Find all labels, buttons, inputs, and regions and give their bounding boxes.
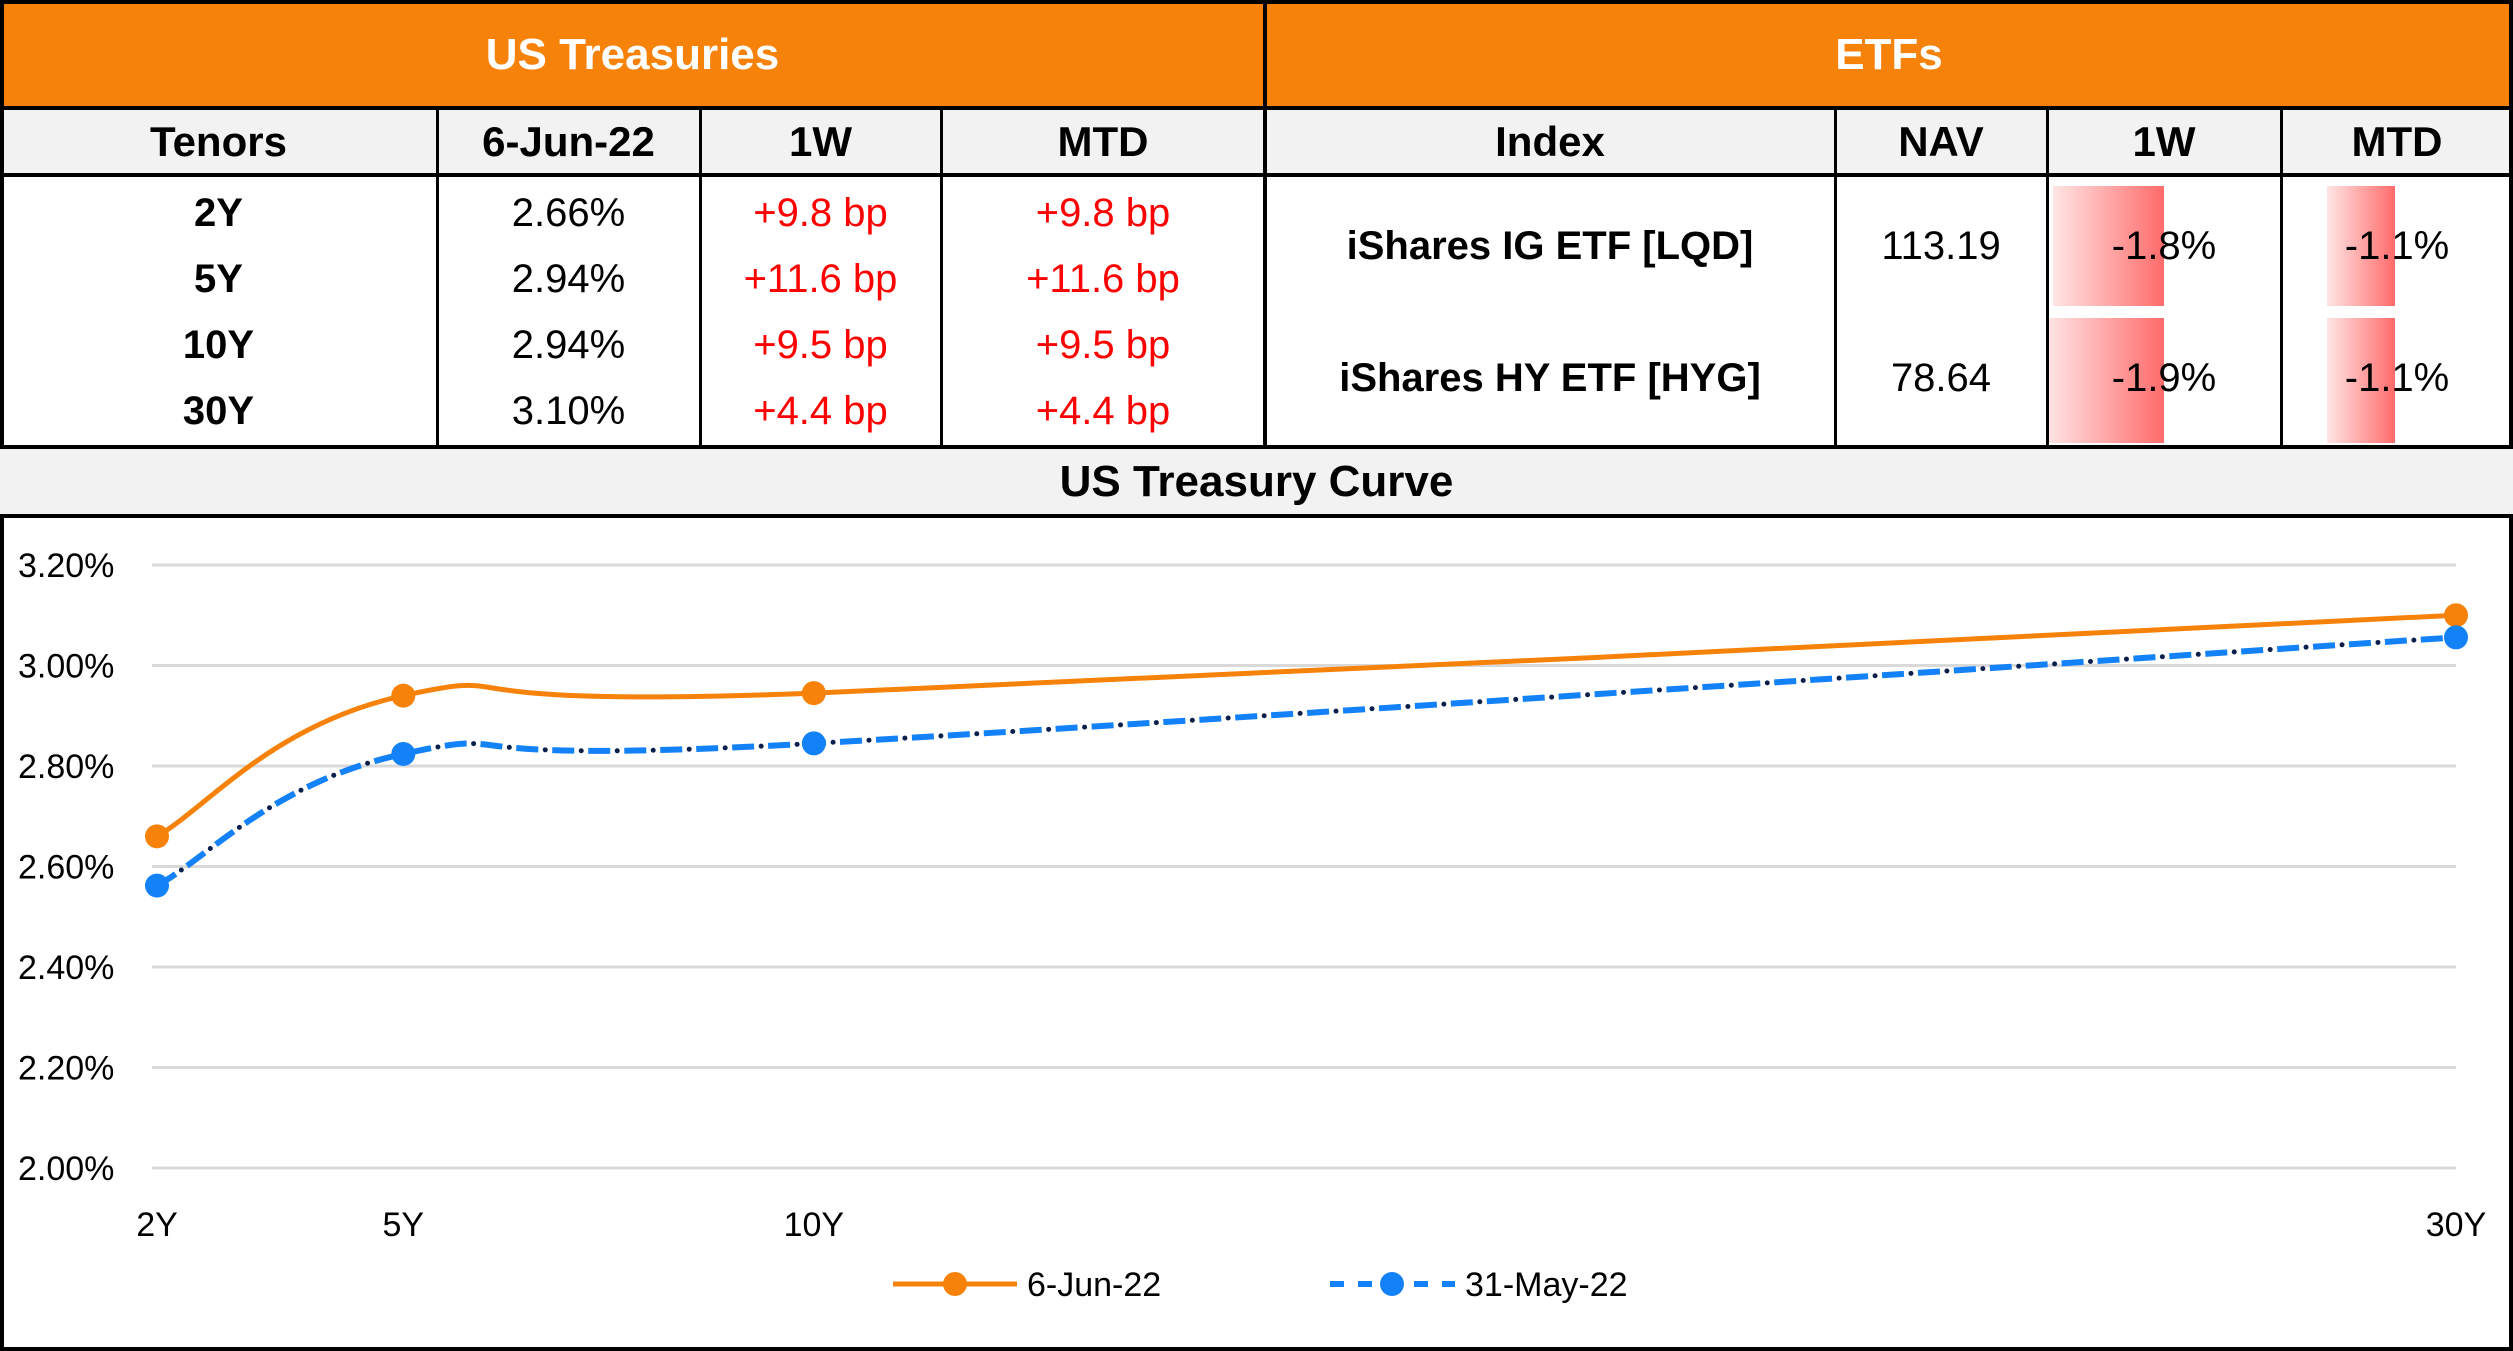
change-mtd-cell: +9.5 bp (1035, 322, 1171, 367)
y-tick-label: 2.00% (18, 1150, 114, 1188)
data-point (2444, 625, 2468, 650)
etf-1w-change: -1.8% (2111, 223, 2217, 268)
yield-cell: 2.94% (511, 256, 626, 301)
etfs-header: ETFs (1265, 0, 2513, 110)
legend-label-31-may-22: 31-May-22 (1465, 1266, 1628, 1304)
change-mtd-cell: +9.8 bp (1035, 190, 1171, 235)
data-point (801, 731, 826, 756)
etf-nav: 113.19 (1881, 223, 2001, 268)
y-tick-label: 2.20% (18, 1050, 114, 1088)
col-header-nav: NAV (1835, 110, 2047, 177)
data-point (391, 741, 416, 766)
divider (436, 110, 439, 445)
tenor-cell: 2Y (194, 190, 243, 235)
series-line-31-may-22 (155, 634, 2457, 889)
series-line-6-jun-22 (155, 612, 2457, 839)
etf-1w-bar (2053, 186, 2164, 306)
etf-1w-bar (2047, 318, 2164, 443)
yield-cell: 2.66% (511, 190, 626, 235)
data-point (2444, 603, 2468, 628)
divider (699, 110, 702, 445)
col-header-etf-1w: 1W (2047, 110, 2281, 177)
series-line-31-may-22-dots (154, 634, 2459, 889)
change-1w-cell: +4.4 bp (753, 388, 888, 433)
col-header-mtd: MTD (941, 110, 1265, 177)
legend-marker-31-may-22 (1380, 1272, 1404, 1296)
divider (2280, 110, 2283, 445)
divider (1834, 110, 1837, 445)
divider (2046, 110, 2049, 445)
x-tick-label: 2Y (136, 1206, 178, 1244)
yield-cell: 2.94% (511, 322, 626, 367)
legend-label-6-jun-22: 6-Jun-22 (1027, 1266, 1161, 1304)
data-point (801, 681, 826, 706)
etf-mtd-change: -1.1% (2344, 355, 2450, 400)
data-point (145, 824, 169, 849)
col-header-date: 6-Jun-22 (437, 110, 700, 177)
yield-cell: 3.10% (511, 388, 626, 433)
divider (940, 110, 943, 445)
data-point (145, 873, 169, 898)
etf-nav: 78.64 (1890, 355, 1992, 400)
y-tick-label: 2.40% (18, 949, 114, 987)
legend-marker-6-jun-22 (943, 1272, 967, 1296)
change-1w-cell: +11.6 bp (743, 256, 898, 301)
y-tick-label: 2.80% (18, 748, 114, 786)
x-tick-label: 5Y (383, 1206, 425, 1244)
x-tick-label: 10Y (784, 1206, 845, 1244)
etf-index-name: iShares HY ETF [HYG] (1339, 355, 1761, 400)
y-tick-label: 3.20% (18, 547, 114, 585)
etf-mtd-bar (2327, 186, 2395, 306)
border-left (0, 0, 4, 1351)
change-mtd-cell: +4.4 bp (1035, 388, 1171, 433)
border-right (2509, 0, 2513, 1351)
tenor-cell: 5Y (194, 256, 243, 301)
tenor-cell: 10Y (182, 322, 255, 367)
chart-title: US Treasury Curve (0, 445, 2513, 518)
x-tick-label: 30Y (2426, 1206, 2487, 1244)
etf-mtd-bar (2327, 318, 2395, 443)
col-header-etf-mtd: MTD (2281, 110, 2513, 177)
etf-mtd-change: -1.1% (2344, 223, 2450, 268)
data-point (391, 683, 416, 708)
change-1w-cell: +9.5 bp (753, 322, 888, 367)
tenor-cell: 30Y (182, 388, 255, 433)
col-header-index: Index (1265, 110, 1835, 177)
y-tick-label: 2.60% (18, 849, 114, 887)
col-header-tenors: Tenors (0, 110, 437, 177)
us-treasuries-header: US Treasuries (0, 0, 1265, 110)
change-1w-cell: +9.8 bp (753, 190, 888, 235)
col-header-1w: 1W (700, 110, 941, 177)
change-mtd-cell: +11.6 bp (1026, 256, 1180, 301)
treasury-curve-chart: 2.00% 2.20% 2.40% 2.60% 2.80% 3.00% 3.20% 2Y 5Y… (18, 547, 2487, 1304)
etf-index-name: iShares IG ETF [LQD] (1346, 223, 1754, 268)
border-bottom (0, 1347, 2513, 1351)
etf-1w-change: -1.9% (2111, 355, 2217, 400)
divider (1263, 0, 1267, 445)
y-tick-label: 3.00% (18, 648, 114, 686)
